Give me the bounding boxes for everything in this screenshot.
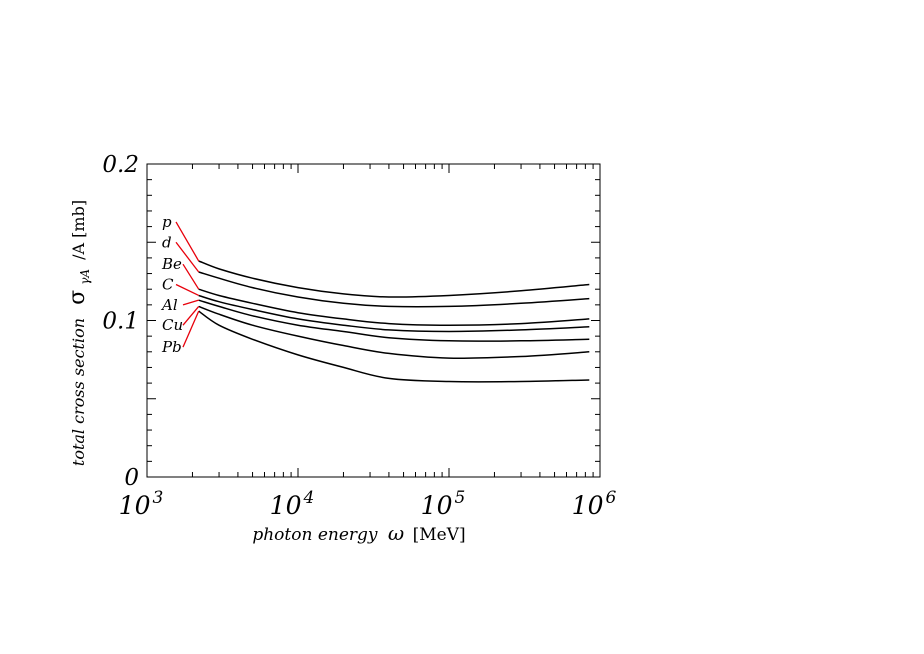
x-tick-label: 10 4 bbox=[270, 488, 315, 520]
series-line-al bbox=[198, 299, 590, 342]
x-tick-label: 10 3 bbox=[119, 488, 164, 520]
x-axis-title-symbol: ω bbox=[388, 521, 404, 545]
series-label-p: p bbox=[162, 213, 172, 231]
y-axis-title-rest: /A [mb] bbox=[69, 200, 88, 260]
series-line-p bbox=[198, 260, 590, 298]
y-axis-title: total cross section σ γA /A [mb] bbox=[65, 200, 93, 466]
x-axis-title-unit: [MeV] bbox=[413, 525, 466, 545]
x-tick-label: 10 6 bbox=[572, 488, 617, 520]
series-line-pb bbox=[198, 310, 590, 383]
series-line-d bbox=[198, 271, 590, 308]
y-axis-title-text: total cross section bbox=[69, 318, 88, 466]
x-tick-label: 10 5 bbox=[421, 488, 466, 520]
y-axis-title-symbol: σ bbox=[65, 290, 90, 305]
y-tick-label: 0.2 bbox=[102, 152, 139, 178]
series-line-cu bbox=[198, 305, 590, 359]
series-line-be bbox=[198, 288, 590, 326]
x-axis-title-text: photon energy bbox=[252, 525, 378, 545]
series-label-cu: Cu bbox=[162, 316, 183, 334]
y-tick-label: 0.1 bbox=[102, 309, 139, 335]
series-label-pb: Pb bbox=[161, 338, 182, 356]
series-line-c bbox=[198, 294, 590, 333]
label-leader-al bbox=[182, 299, 199, 306]
series-label-al: Al bbox=[160, 296, 178, 314]
x-axis-title: photon energy ω [MeV] bbox=[252, 521, 465, 545]
label-leader-p bbox=[175, 221, 200, 262]
label-leader-c bbox=[175, 283, 199, 297]
series-lines bbox=[198, 260, 590, 383]
label-leader-be bbox=[182, 263, 200, 290]
label-leader-d bbox=[175, 241, 200, 273]
series-labels: pd Be C Al Cu Pb bbox=[160, 213, 200, 356]
series-label-c: C bbox=[162, 276, 174, 294]
series-label-be: Be bbox=[161, 255, 182, 273]
axis-ticks: 10 3 10 4 10 5 10 6 0 0.1 0.2 bbox=[102, 152, 616, 520]
label-leader-pb bbox=[182, 310, 200, 348]
plot-frame bbox=[146, 163, 601, 478]
y-tick-label: 0 bbox=[124, 465, 139, 491]
label-leader-cu bbox=[182, 305, 200, 326]
series-label-d: d bbox=[162, 233, 172, 251]
y-axis-title-subscript: γA bbox=[78, 269, 92, 285]
